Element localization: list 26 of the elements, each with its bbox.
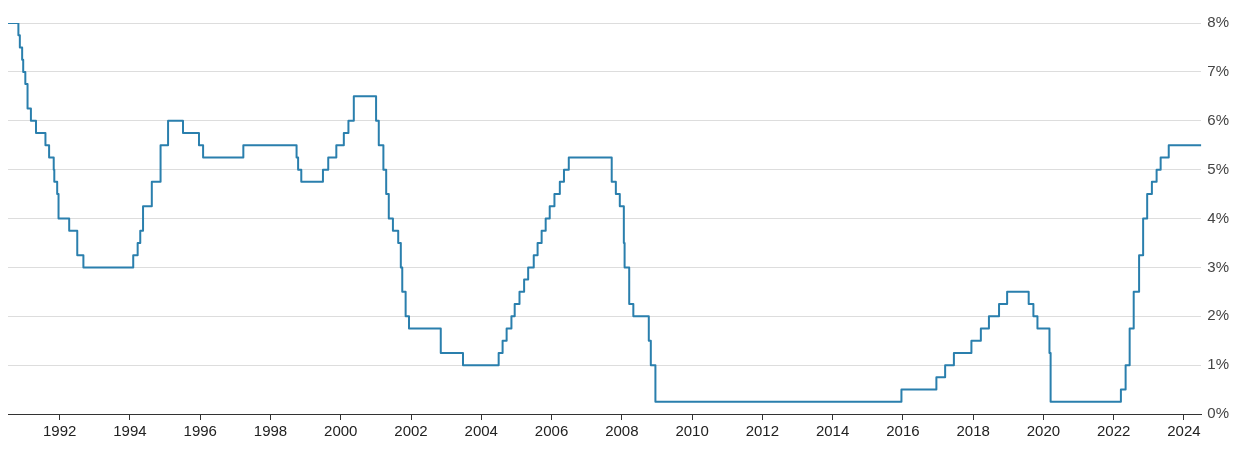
x-tick-label: 2016 [886, 422, 920, 440]
x-tick-label: 1992 [43, 422, 77, 440]
y-tick-label: 1% [1207, 355, 1230, 373]
x-tick-label: 1998 [253, 422, 288, 440]
x-tick-label: 1996 [183, 422, 217, 440]
y-tick-label: 7% [1207, 62, 1230, 80]
x-tick-label: 2000 [324, 422, 358, 440]
y-tick-label: 3% [1207, 257, 1230, 275]
x-tick-label: 1994 [113, 422, 147, 440]
x-tick-label: 2014 [815, 422, 850, 440]
x-tick-label: 2008 [605, 422, 639, 440]
x-tick-label: 2006 [534, 422, 569, 440]
y-tick-label: 0% [1207, 404, 1230, 422]
y-tick-label: 5% [1207, 159, 1230, 177]
y-tick-label: 2% [1207, 306, 1230, 324]
x-tick-label: 2010 [675, 422, 709, 440]
y-tick-label: 8% [1207, 13, 1230, 31]
x-tick-label: 2024 [1167, 422, 1201, 440]
y-tick-label: 6% [1207, 110, 1230, 128]
x-tick-label: 2020 [1026, 422, 1061, 440]
x-tick-label: 2022 [1096, 422, 1131, 440]
x-tick-label: 2002 [394, 422, 428, 440]
y-tick-label: 4% [1207, 208, 1230, 226]
x-tick-label: 2004 [464, 422, 498, 440]
x-tick-label: 2018 [956, 422, 990, 440]
x-tick-label: 2012 [745, 422, 780, 440]
